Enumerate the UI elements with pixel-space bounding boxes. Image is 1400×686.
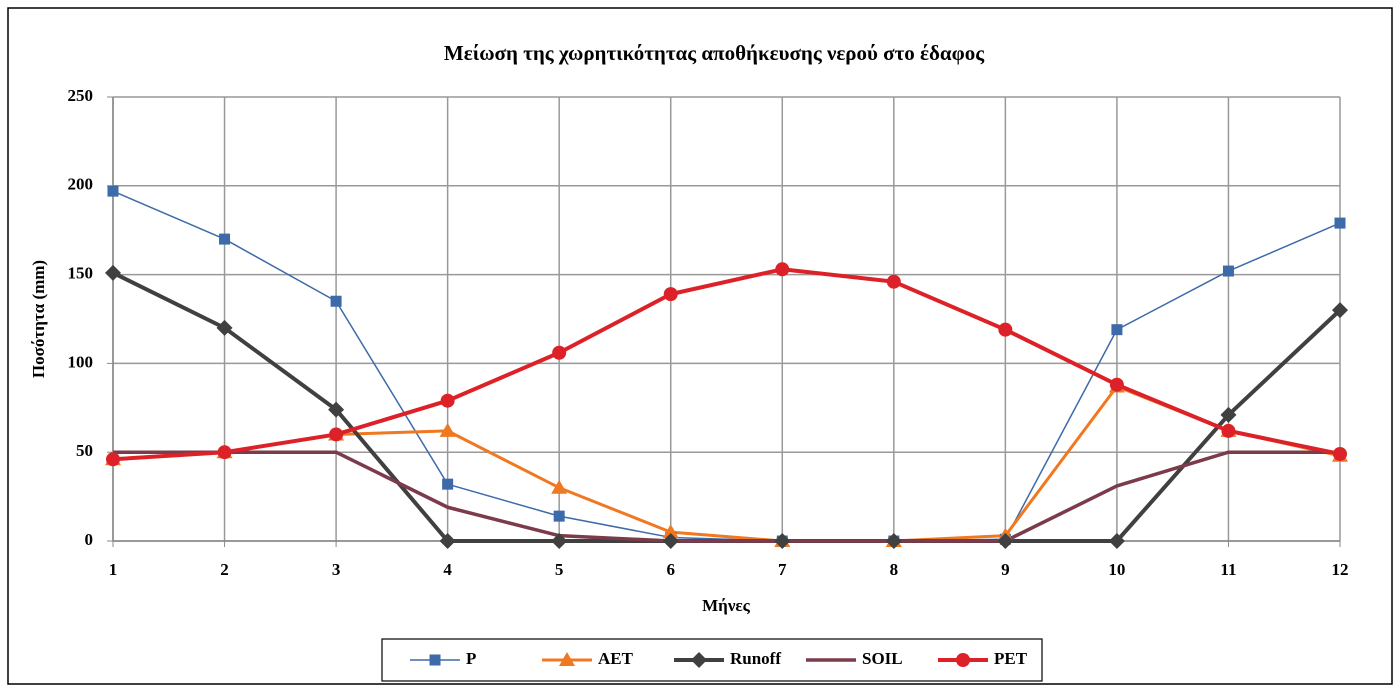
marker xyxy=(551,533,568,549)
legend-label: PET xyxy=(994,649,1028,668)
marker xyxy=(219,233,231,245)
y-axis-label: Ποσότητα (mm) xyxy=(29,260,48,378)
marker xyxy=(997,533,1014,549)
marker xyxy=(775,262,790,277)
marker xyxy=(956,653,970,667)
marker xyxy=(105,264,121,281)
legend-label: P xyxy=(466,649,476,668)
marker xyxy=(439,422,456,437)
x-tick-label: 12 xyxy=(1332,560,1349,579)
marker xyxy=(774,533,791,549)
y-tick-label: 0 xyxy=(85,530,94,549)
marker xyxy=(1222,265,1234,277)
y-tick-label: 50 xyxy=(76,441,93,460)
marker xyxy=(1221,423,1236,438)
y-tick-label: 100 xyxy=(68,352,94,371)
y-tick-label: 200 xyxy=(68,175,94,194)
x-tick-label: 6 xyxy=(666,560,675,579)
marker xyxy=(440,393,455,408)
marker xyxy=(107,185,119,197)
legend-label: AET xyxy=(598,649,634,668)
x-tick-label: 7 xyxy=(778,560,787,579)
series-line xyxy=(112,267,1341,462)
marker xyxy=(329,427,344,442)
x-tick-label: 1 xyxy=(109,560,118,579)
marker xyxy=(439,533,456,549)
marker xyxy=(330,295,342,307)
x-tick-label: 5 xyxy=(555,560,564,579)
chart-border xyxy=(7,7,1393,685)
marker xyxy=(886,274,901,289)
x-tick-label: 11 xyxy=(1220,560,1236,579)
series-line xyxy=(113,450,1340,543)
marker xyxy=(1220,406,1237,423)
marker xyxy=(662,524,679,539)
marker xyxy=(998,322,1013,337)
marker xyxy=(1109,377,1124,392)
marker xyxy=(106,452,120,467)
x-tick-label: 2 xyxy=(220,560,229,579)
marker xyxy=(216,319,233,336)
legend-label: SOIL xyxy=(862,649,903,668)
marker xyxy=(1108,533,1125,549)
marker xyxy=(551,479,568,494)
marker xyxy=(663,287,678,302)
marker xyxy=(429,654,441,666)
marker xyxy=(552,345,567,360)
marker xyxy=(691,652,707,668)
chart-title: Μείωση της χωρητικότητας αποθήκευσης νερ… xyxy=(444,41,985,65)
marker xyxy=(885,533,902,549)
marker xyxy=(328,401,345,418)
x-tick-label: 10 xyxy=(1108,560,1125,579)
marker xyxy=(553,510,565,522)
x-tick-label: 9 xyxy=(1001,560,1010,579)
x-tick-label: 4 xyxy=(443,560,452,579)
x-axis-label: Μήνες xyxy=(702,596,751,615)
x-tick-label: 8 xyxy=(890,560,899,579)
marker xyxy=(1111,324,1123,336)
marker xyxy=(1333,446,1347,461)
y-tick-label: 150 xyxy=(68,264,94,283)
x-tick-label: 3 xyxy=(332,560,341,579)
legend-label: Runoff xyxy=(730,649,781,668)
marker xyxy=(1332,302,1348,319)
marker xyxy=(559,652,575,666)
marker xyxy=(1334,217,1346,229)
y-tick-label: 250 xyxy=(68,86,94,105)
marker xyxy=(662,533,679,549)
marker xyxy=(442,478,454,490)
marker xyxy=(217,445,232,460)
